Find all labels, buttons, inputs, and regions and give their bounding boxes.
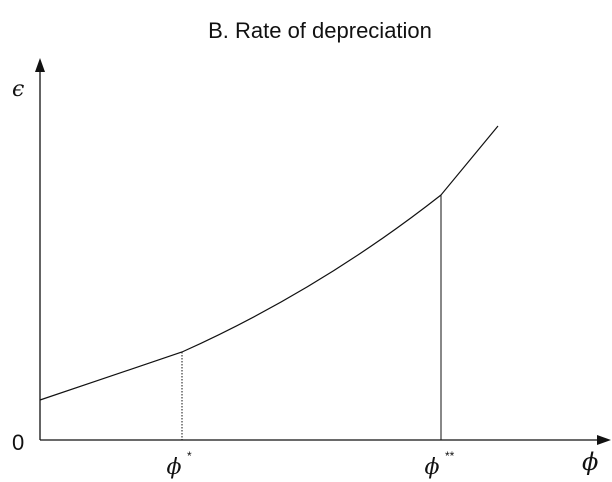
- title: B. Rate of depreciation: [208, 18, 432, 43]
- x-axis-arrow: [597, 435, 611, 445]
- y-axis-label: ϵ: [12, 77, 24, 102]
- origin-label: 0: [12, 430, 24, 455]
- marker-symbol: ϕ: [167, 455, 182, 480]
- curve: [39, 125, 499, 401]
- x-axis-label: ϕ: [582, 448, 598, 476]
- y-axis-arrow: [35, 58, 45, 72]
- marker-superscript: **: [445, 449, 455, 463]
- marker-superscript: *: [187, 449, 192, 463]
- marker-symbol: ϕ: [425, 455, 440, 480]
